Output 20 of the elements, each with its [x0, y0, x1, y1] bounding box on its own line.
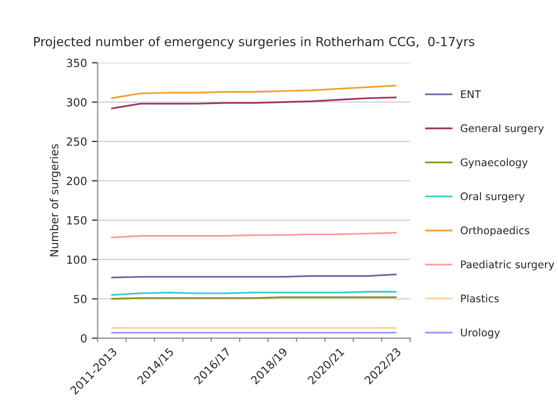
y-tick-label: 250 — [66, 137, 86, 146]
y-tick-label: 300 — [66, 98, 86, 106]
legend-label: ENT — [461, 90, 481, 98]
y-tick-label: 0 — [80, 334, 86, 343]
chart-title: Projected number of emergency surgeries in Rotherham CCG, 0-17yrs — [34, 36, 474, 49]
y-axis-title: Number of surgeries — [50, 144, 60, 256]
legend-label: Plastics — [461, 294, 499, 302]
line-series — [111, 84, 397, 100]
y-tick-label: 150 — [67, 216, 86, 225]
legend-label: Urology — [461, 328, 500, 338]
legend-label: Orthopaedics — [460, 226, 530, 236]
legend-label: General surgery — [460, 124, 544, 134]
legend-label: Gynaecology — [460, 158, 528, 168]
y-tick-label: 50 — [74, 294, 86, 304]
y-tick-label: 200 — [66, 176, 86, 186]
legend-label: Paediatric surgery — [461, 260, 554, 270]
line-series — [111, 96, 397, 110]
y-tick-label: 350 — [66, 58, 86, 68]
y-tick-label: 100 — [67, 255, 86, 264]
legend-label: Oral surgery — [460, 192, 524, 202]
